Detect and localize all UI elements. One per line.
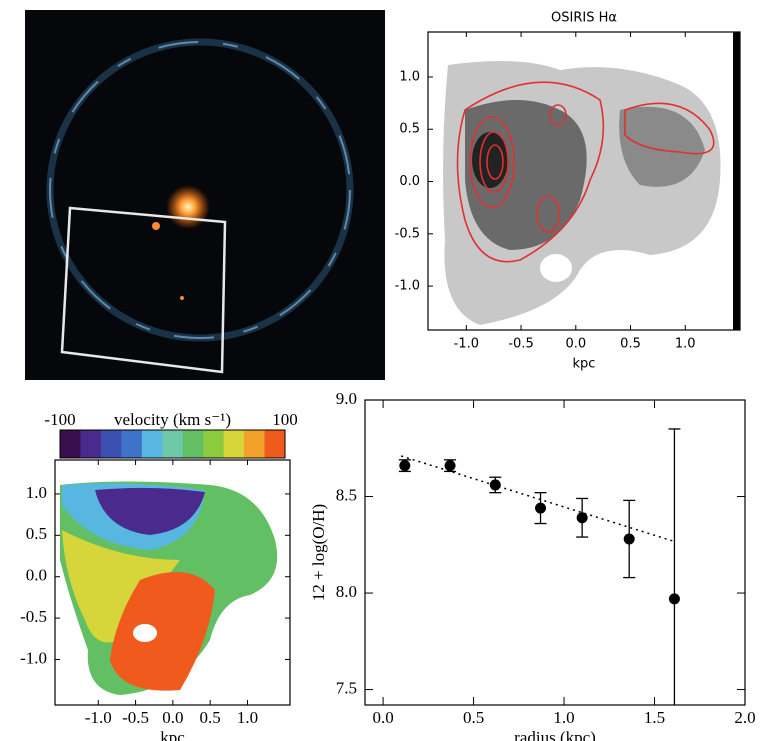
x-tick-label: 1.0 <box>553 708 574 727</box>
data-point <box>535 502 547 514</box>
x-tick-label: 0.0 <box>162 708 183 727</box>
colorbar-swatch <box>141 430 163 458</box>
x-tick-label: 0.5 <box>200 708 221 727</box>
colorbar-min: -100 <box>44 410 75 429</box>
plot-area <box>398 428 681 705</box>
y-tick-label: -1.0 <box>20 648 47 667</box>
data-point <box>576 512 588 524</box>
colorbar-swatch <box>203 430 225 458</box>
x-tick-label: 0.5 <box>620 337 641 352</box>
y-tick-label: 7.5 <box>336 678 357 697</box>
y-tick-label: 0.0 <box>399 174 420 189</box>
x-tick-label: 0.0 <box>372 708 393 727</box>
fit-line <box>400 455 673 542</box>
x-tick-label: 1.0 <box>675 337 696 352</box>
data-point <box>489 479 501 491</box>
colorbar-swatch <box>121 430 143 458</box>
velocity-image <box>60 481 278 695</box>
chart-title: OSIRIS Hα <box>551 11 617 26</box>
y-tick-label: -0.5 <box>20 607 47 626</box>
y-axis-label: 12 + log(O/H) <box>309 504 328 601</box>
x-tick-label: 0.0 <box>565 337 586 352</box>
y-tick-label: 8.5 <box>336 485 357 504</box>
x-tick-label: 2.0 <box>734 708 755 727</box>
colorbar-swatch <box>244 430 266 458</box>
colorbar-swatch <box>223 430 245 458</box>
data-point <box>668 593 680 605</box>
data-point <box>623 533 635 545</box>
colorbar-swatch <box>60 430 81 458</box>
colorbar-label: velocity (km s⁻¹) <box>114 410 231 429</box>
plot-frame <box>427 31 741 331</box>
plot-frame <box>364 399 746 706</box>
x-axis-label: kpc <box>573 357 596 372</box>
lens-image <box>25 10 385 380</box>
colorbar-frame <box>59 429 286 459</box>
x-tick-label: 1.5 <box>644 708 665 727</box>
x-axis-label: radius (kpc) <box>514 728 596 741</box>
y-tick-label: -1.0 <box>395 279 420 294</box>
halpha-image <box>443 32 740 330</box>
x-tick-label: 0.5 <box>463 708 484 727</box>
colorbar-swatch <box>100 430 122 458</box>
x-tick-label: -1.0 <box>85 708 112 727</box>
colorbar-swatch <box>162 430 184 458</box>
y-tick-label: 8.0 <box>336 582 357 601</box>
y-tick-label: 0.5 <box>26 524 47 543</box>
colorbar-swatch <box>80 430 102 458</box>
x-tick-label: 1.0 <box>237 708 258 727</box>
colorbar-swatch <box>264 430 286 458</box>
data-point <box>444 460 456 472</box>
x-axis-label: kpc <box>160 728 185 741</box>
colorbar-swatch <box>182 430 204 458</box>
y-tick-label: 0.5 <box>399 122 420 137</box>
data-point <box>399 460 411 472</box>
y-tick-label: 1.0 <box>26 483 47 502</box>
y-tick-label: 0.0 <box>26 566 47 585</box>
y-tick-label: 1.0 <box>399 69 420 84</box>
x-tick-label: -1.0 <box>454 337 479 352</box>
y-tick-label: -0.5 <box>395 226 420 241</box>
y-tick-label: 9.0 <box>336 389 357 408</box>
x-tick-label: -0.5 <box>122 708 149 727</box>
x-tick-label: -0.5 <box>508 337 533 352</box>
colorbar-max: 100 <box>272 410 298 429</box>
